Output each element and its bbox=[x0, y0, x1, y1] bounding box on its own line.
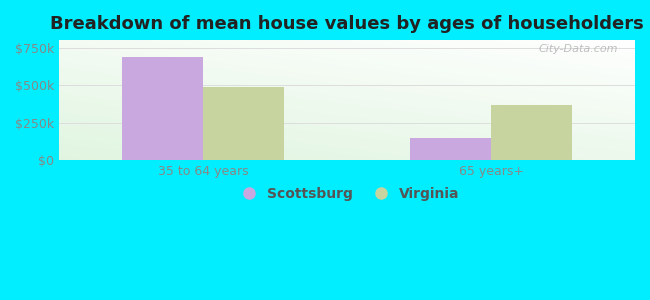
Title: Breakdown of mean house values by ages of householders: Breakdown of mean house values by ages o… bbox=[50, 15, 644, 33]
Bar bbox=[203, 87, 283, 160]
Legend: Scottsburg, Virginia: Scottsburg, Virginia bbox=[229, 181, 465, 206]
Bar bbox=[491, 105, 571, 160]
Bar bbox=[410, 138, 491, 160]
Bar bbox=[122, 57, 203, 160]
Text: City-Data.com: City-Data.com bbox=[538, 44, 617, 54]
